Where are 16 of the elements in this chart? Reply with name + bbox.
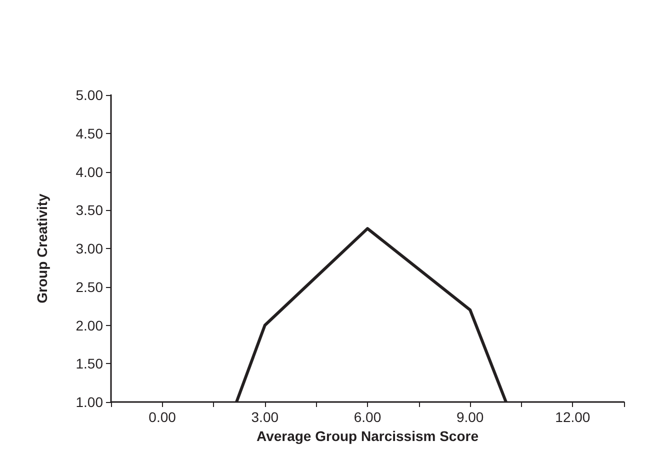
y-tick-label: 1.50: [76, 356, 104, 372]
y-axis-title: Group Creativity: [34, 193, 50, 304]
x-tick-label: 6.00: [354, 409, 382, 425]
x-tick-label: 3.00: [251, 409, 279, 425]
x-axis-title: Average Group Narcissism Score: [256, 428, 479, 444]
y-tick-label: 4.50: [76, 125, 104, 142]
y-tick-label: 2.50: [76, 278, 104, 295]
y-tick-label: 1.00: [76, 394, 104, 410]
y-tick-label: 3.50: [76, 202, 104, 218]
x-tick-label: 9.00: [456, 409, 484, 425]
y-tick-label: 2.00: [76, 317, 104, 334]
y-tick-label: 4.00: [76, 164, 104, 180]
y-tick-label: 3.00: [76, 240, 104, 256]
x-tick-label: 12.00: [555, 409, 590, 425]
y-tick-label: 5.00: [76, 87, 104, 103]
x-tick-label: 0.00: [148, 409, 176, 425]
